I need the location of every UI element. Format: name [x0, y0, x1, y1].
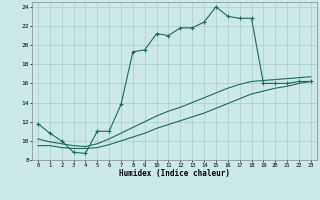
X-axis label: Humidex (Indice chaleur): Humidex (Indice chaleur)	[119, 169, 230, 178]
